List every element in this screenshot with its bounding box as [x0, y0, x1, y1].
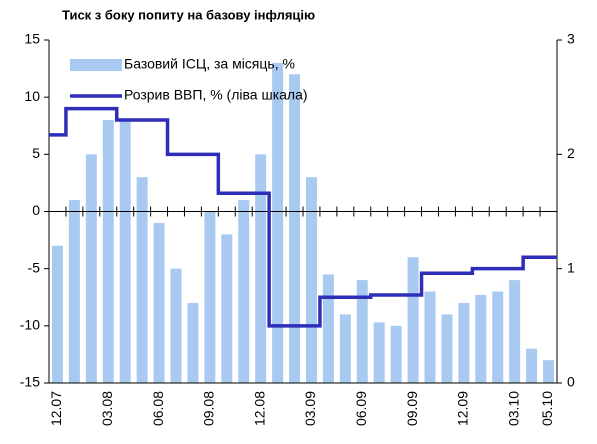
y-tick-label: -15	[20, 374, 40, 390]
x-tick-label: 09.09	[404, 391, 420, 426]
x-tick-label: 12.09	[455, 391, 471, 426]
x-tick-label: 06.08	[150, 391, 166, 426]
bar	[68, 200, 80, 383]
bar	[526, 348, 538, 383]
y-tick-label: -10	[20, 317, 40, 333]
x-tick-label: 12.07	[48, 391, 64, 426]
line	[49, 106, 557, 328]
bar	[492, 291, 504, 383]
y2-tick-label: 2	[567, 145, 575, 161]
bar	[475, 294, 487, 383]
legend-label: Базовий ІСЦ, за місяць, %	[124, 56, 295, 72]
bar	[204, 211, 216, 383]
bar	[390, 325, 402, 383]
bar	[322, 274, 334, 383]
x-tick-label: 12.08	[251, 391, 267, 426]
x-tick-label: 03.10	[505, 391, 521, 426]
bar	[373, 322, 385, 383]
bar	[153, 222, 165, 383]
y2-tick-label: 1	[567, 259, 575, 275]
legend-swatch	[70, 59, 122, 71]
bar	[272, 62, 284, 383]
bar	[170, 268, 182, 383]
bar	[238, 200, 250, 383]
x-tick-label: 05.10	[539, 391, 555, 426]
bar	[441, 314, 453, 383]
bar	[305, 177, 317, 383]
bar	[289, 74, 301, 384]
y2-tick-label: 0	[567, 374, 575, 390]
bar	[356, 280, 368, 383]
y-tick-label: -5	[28, 259, 41, 275]
x-tick-label: 03.09	[302, 391, 318, 426]
bar	[458, 302, 470, 383]
bar	[51, 245, 63, 383]
bar	[136, 177, 148, 383]
y2-tick-label: 3	[567, 31, 575, 47]
bar	[509, 280, 521, 383]
y-tick-label: 5	[32, 145, 40, 161]
x-tick-label: 06.09	[353, 391, 369, 426]
bar	[543, 360, 555, 383]
bar	[424, 291, 436, 383]
bar	[221, 234, 233, 383]
bar	[85, 154, 97, 383]
x-tick-label: 03.08	[99, 391, 115, 426]
bar	[102, 120, 114, 384]
y-tick-label: 10	[24, 88, 40, 104]
x-tick-label: 09.08	[201, 391, 217, 426]
bar	[187, 302, 199, 383]
legend-label: Розрив ВВП, % (ліва шкала)	[124, 87, 308, 103]
y-tick-label: 15	[24, 31, 40, 47]
bar	[407, 257, 419, 383]
bar	[339, 314, 351, 383]
bar	[255, 154, 267, 383]
chart-title: Тиск з боку попиту на базову інфляцію	[62, 7, 315, 22]
y-tick-label: 0	[32, 202, 40, 218]
bar	[119, 120, 131, 384]
